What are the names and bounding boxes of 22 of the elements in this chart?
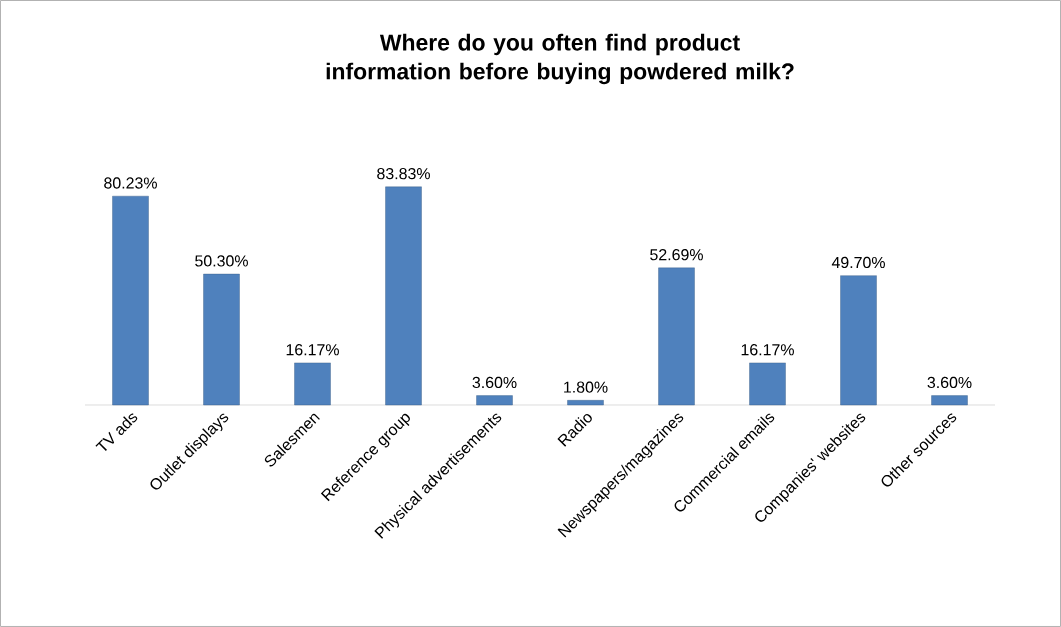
data-label: 49.70% bbox=[831, 256, 885, 269]
bar bbox=[112, 195, 149, 406]
data-label: 3.60% bbox=[472, 376, 517, 389]
x-tick-label: TV ads bbox=[95, 413, 138, 451]
data-label: 16.17% bbox=[741, 344, 794, 356]
bar bbox=[294, 362, 331, 406]
bar bbox=[385, 186, 422, 406]
bar bbox=[658, 267, 695, 406]
bar bbox=[749, 362, 786, 406]
data-label: 16.17% bbox=[286, 344, 339, 356]
chart-title: Where do you often find product information before buying powdered milk? bbox=[326, 33, 794, 85]
bar bbox=[203, 273, 240, 406]
bar bbox=[840, 275, 877, 406]
data-label: 1.80% bbox=[564, 381, 608, 393]
bar bbox=[476, 395, 513, 406]
data-label: 83.83% bbox=[377, 168, 430, 180]
bar bbox=[931, 395, 968, 406]
bar bbox=[567, 400, 604, 406]
data-label: 3.60% bbox=[927, 376, 972, 389]
data-label: 52.69% bbox=[650, 249, 703, 261]
data-label: 80.23% bbox=[104, 177, 157, 189]
data-label: 50.30% bbox=[195, 255, 248, 267]
